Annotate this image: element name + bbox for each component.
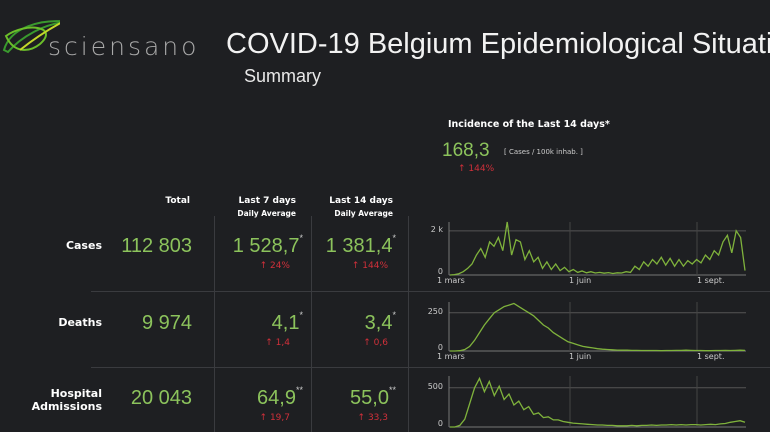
y-tick-label: 0 [437, 343, 443, 352]
series-line [450, 302, 746, 352]
column-last7: Last 7 days [238, 196, 296, 206]
incidence-title: Incidence of the Last 14 days* [448, 119, 610, 130]
x-tick-label: 1 sept. [697, 352, 725, 361]
row-change7: ↑ 1,4 [265, 338, 290, 348]
y-tick-label: 0 [437, 267, 443, 276]
row-total: 9 974 [141, 312, 192, 334]
row-label: Cases [65, 239, 102, 252]
x-tick-label: 1 juin [569, 276, 592, 285]
row-total: 20 043 [130, 387, 192, 409]
incidence-change: ↑ 144% [458, 164, 495, 174]
column-last14-sub: Daily Average [334, 209, 393, 218]
y-tick-label: 0 [437, 419, 443, 428]
row-avg7: 1 528,7* [200, 233, 303, 258]
series-line [450, 376, 746, 428]
y-tick-label: 250 [427, 306, 443, 316]
change7-value: 24% [269, 261, 290, 271]
row-avg14: 3,4* [290, 310, 396, 335]
row-change7: ↑ 19,7 [259, 413, 290, 423]
x-tick-label: 1 juin [569, 352, 592, 361]
incidence-value: 168,3 [442, 140, 490, 161]
y-tick-label: 500 [427, 381, 443, 391]
row-change14: ↑ 33,3 [357, 413, 388, 423]
divider [91, 291, 770, 292]
row-avg7: 64,9** [200, 385, 303, 410]
row-change14: ↑ 144% [351, 261, 388, 271]
footnote-mark: ** [295, 385, 303, 395]
divider [408, 216, 409, 432]
column-total: Total [165, 196, 190, 206]
page-title: COVID-19 Belgium Epidemiological Situati… [226, 28, 770, 60]
x-tick-label: 1 mars [437, 352, 465, 361]
avg14-value: 55,0 [350, 387, 389, 409]
x-tick-label: 1 sept. [697, 276, 725, 285]
footnote-mark: * [392, 310, 396, 320]
row-label: Deaths [58, 316, 102, 329]
row-avg14: 55,0** [290, 385, 396, 410]
footnote-mark: * [392, 233, 396, 243]
avg7-value: 1 528,7 [232, 235, 300, 257]
row-change14: ↑ 0,6 [363, 338, 388, 348]
change14-value: 144% [362, 261, 388, 271]
avg14-value: 3,4 [364, 312, 393, 334]
sciensano-logo-icon [2, 20, 60, 54]
avg7-value: 64,9 [257, 387, 296, 409]
change14-value: 0,6 [373, 338, 388, 348]
incidence-change-value: 144% [468, 164, 495, 174]
row-avg14: 1 381,4* [290, 233, 396, 258]
change7-value: 19,7 [269, 413, 290, 423]
y-tick-label: 2 k [430, 224, 443, 234]
row-total: 112 803 [121, 235, 192, 257]
change14-value: 33,3 [367, 413, 388, 423]
x-tick-label: 1 mars [437, 276, 465, 285]
footnote-mark: * [299, 310, 303, 320]
logo-text: sciensano [48, 32, 200, 61]
footnote-mark: * [299, 233, 303, 243]
avg7-value: 4,1 [271, 312, 300, 334]
incidence-unit: [ Cases / 100k inhab. ] [504, 148, 583, 156]
row-change7: ↑ 24% [259, 261, 290, 271]
column-last7-sub: Daily Average [237, 209, 296, 218]
divider [91, 367, 770, 368]
page-subtitle: Summary [244, 66, 322, 86]
divider [214, 216, 215, 432]
row-avg7: 4,1* [200, 310, 303, 335]
column-last14: Last 14 days [329, 196, 393, 206]
divider [311, 216, 312, 432]
series-line [449, 221, 746, 276]
footnote-mark: ** [388, 385, 396, 395]
change7-value: 1,4 [275, 338, 290, 348]
avg14-value: 1 381,4 [325, 235, 393, 257]
row-label: Hospital Admissions [31, 387, 102, 413]
